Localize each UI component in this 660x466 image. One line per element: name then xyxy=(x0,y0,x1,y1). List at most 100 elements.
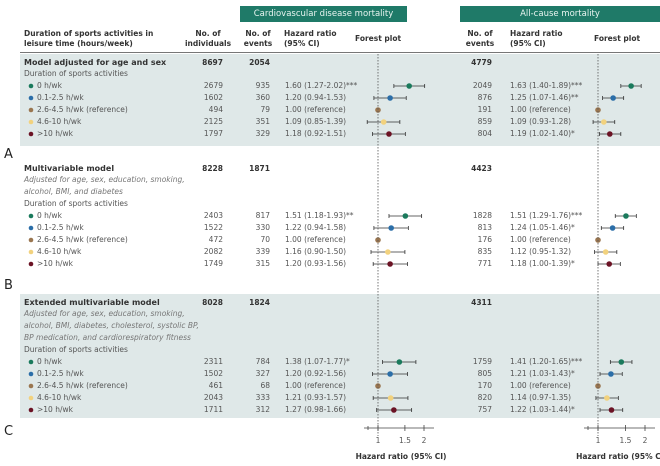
hr-point xyxy=(396,359,403,365)
hr-point xyxy=(375,383,381,389)
row-all-events: 835 xyxy=(477,247,492,256)
row-cvd-events: 312 xyxy=(255,405,270,414)
x-tick-label: 1 xyxy=(376,436,381,445)
x-tick-label: 2 xyxy=(643,436,648,445)
category-dot-icon xyxy=(28,383,34,389)
row-all-hr: 1.14 (0.97-1.35) xyxy=(510,393,572,402)
row-all-hr: 1.22 (1.03-1.44)* xyxy=(510,405,575,414)
col-header-all-forest: Forest plot xyxy=(594,34,641,43)
row-individuals: 1749 xyxy=(203,259,223,268)
row-cvd-hr: 1.00 (reference) xyxy=(285,105,346,114)
row-all-events: 1828 xyxy=(472,211,492,220)
model-all-events: 4311 xyxy=(471,298,492,307)
row-individuals: 472 xyxy=(208,235,223,244)
model-subtitle: Duration of sports activities xyxy=(24,69,128,78)
model-adjustment: BP medication, and cardiorespiratory fit… xyxy=(24,333,191,342)
row-cvd-hr: 1.60 (1.27-2.02)*** xyxy=(285,81,358,90)
model-adjustment: Adjusted for age, sex, education, smokin… xyxy=(24,309,185,318)
hr-point xyxy=(387,261,393,267)
row-cvd-events: 784 xyxy=(255,357,270,366)
model-cvd-events: 2054 xyxy=(249,58,270,67)
row-individuals: 1602 xyxy=(203,93,223,102)
row-all-hr: 1.00 (reference) xyxy=(510,105,571,114)
hr-point xyxy=(385,249,391,255)
row-cvd-events: 817 xyxy=(255,211,270,220)
row-cvd-hr: 1.20 (0.93-1.56) xyxy=(285,259,347,268)
model-band xyxy=(20,294,660,418)
hr-point xyxy=(604,395,610,401)
row-cvd-hr: 1.00 (reference) xyxy=(285,381,346,390)
col-header-individuals: No. of individuals xyxy=(184,29,232,48)
row-category: 0 h/wk xyxy=(37,211,62,220)
row-all-hr: 1.25 (1.07-1.46)** xyxy=(510,93,579,102)
row-cvd-hr: 1.21 (0.93-1.57) xyxy=(285,393,347,402)
row-category: 2.6-4.5 h/wk (reference) xyxy=(37,105,128,114)
row-cvd-hr: 1.20 (0.92-1.56) xyxy=(285,369,347,378)
model-individuals: 8228 xyxy=(202,164,223,173)
row-all-hr: 1.41 (1.20-1.65)*** xyxy=(510,357,583,366)
hr-point xyxy=(610,95,616,101)
hr-point xyxy=(623,213,629,219)
row-all-hr: 1.21 (1.03-1.43)* xyxy=(510,369,575,378)
x-axis-title: Hazard ratio (95% CI) xyxy=(356,452,447,461)
row-all-events: 813 xyxy=(477,223,492,232)
row-cvd-events: 329 xyxy=(255,129,270,138)
row-all-hr: 1.00 (reference) xyxy=(510,235,571,244)
row-category: >10 h/wk xyxy=(37,405,73,414)
col-header-cvd-forest: Forest plot xyxy=(355,34,402,43)
row-cvd-events: 330 xyxy=(255,223,270,232)
x-tick-label: 1 xyxy=(596,436,601,445)
hr-point xyxy=(608,407,615,413)
model-band xyxy=(20,54,660,146)
row-category: 0.1-2.5 h/wk xyxy=(37,369,84,378)
category-dot-icon xyxy=(28,395,34,401)
panel-label: B xyxy=(4,278,13,293)
model-adjustment: alcohol, BMI, and diabetes xyxy=(24,187,123,196)
hr-point xyxy=(601,119,607,125)
row-category: 4.6-10 h/wk xyxy=(37,393,82,402)
row-cvd-events: 333 xyxy=(255,393,270,402)
hr-point xyxy=(387,395,394,401)
col-header-all-events: No. of events xyxy=(465,29,495,48)
row-category: 0 h/wk xyxy=(37,81,62,90)
model-individuals: 8697 xyxy=(202,58,223,67)
model-title: Model adjusted for age and sex xyxy=(24,58,167,67)
row-category: >10 h/wk xyxy=(37,129,73,138)
model-title: Extended multivariable model xyxy=(24,298,160,307)
row-cvd-events: 351 xyxy=(255,117,270,126)
row-category: >10 h/wk xyxy=(37,259,73,268)
hr-point xyxy=(386,131,392,137)
row-cvd-events: 339 xyxy=(255,247,270,256)
model-all-events: 4423 xyxy=(471,164,492,173)
row-all-events: 176 xyxy=(477,235,492,244)
hr-point xyxy=(609,225,616,231)
hr-point xyxy=(387,95,393,101)
row-category: 0.1-2.5 h/wk xyxy=(37,223,84,232)
category-dot-icon xyxy=(28,213,34,219)
row-cvd-hr: 1.18 (0.92-1.51) xyxy=(285,129,347,138)
row-cvd-events: 79 xyxy=(260,105,270,114)
hr-point xyxy=(388,225,394,231)
row-category: 2.6-4.5 h/wk (reference) xyxy=(37,381,128,390)
x-tick-label: 2 xyxy=(422,436,427,445)
row-all-events: 771 xyxy=(477,259,492,268)
row-cvd-hr: 1.20 (0.94-1.53) xyxy=(285,93,347,102)
row-all-hr: 1.00 (reference) xyxy=(510,381,571,390)
row-all-events: 170 xyxy=(477,381,492,390)
row-individuals: 1797 xyxy=(203,129,223,138)
row-cvd-hr: 1.38 (1.07-1.77)* xyxy=(285,357,350,366)
model-subtitle: Duration of sports activities xyxy=(24,199,128,208)
row-cvd-hr: 1.16 (0.90-1.50) xyxy=(285,247,347,256)
hr-point xyxy=(595,383,601,389)
model-all-events: 4779 xyxy=(471,58,492,67)
hr-point xyxy=(375,107,381,113)
model-individuals: 8028 xyxy=(202,298,223,307)
row-cvd-events: 935 xyxy=(255,81,270,90)
hr-point xyxy=(391,407,397,413)
hr-point xyxy=(606,261,613,267)
row-all-hr: 1.09 (0.93-1.28) xyxy=(510,117,572,126)
col-header-cvd-events: No. of events xyxy=(243,29,273,48)
row-all-events: 757 xyxy=(477,405,492,414)
row-all-events: 876 xyxy=(477,93,492,102)
